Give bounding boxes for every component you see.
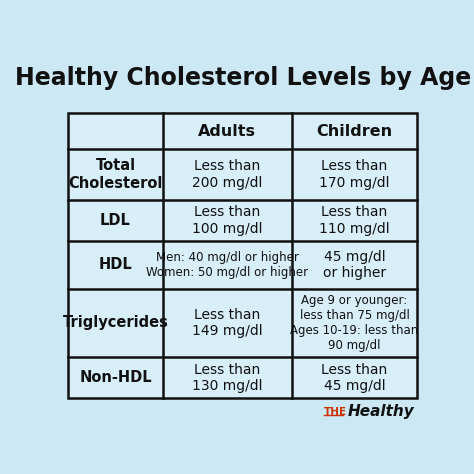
Bar	[68, 113, 418, 398]
Text: Less than
45 mg/dl: Less than 45 mg/dl	[321, 363, 388, 393]
Text: Adults: Adults	[198, 124, 256, 138]
Text: Less than
170 mg/dl: Less than 170 mg/dl	[319, 159, 390, 190]
Text: Healthy: Healthy	[347, 404, 414, 419]
Text: Triglycerides: Triglycerides	[63, 316, 168, 330]
Text: Children: Children	[317, 124, 392, 138]
Text: LDL: LDL	[100, 213, 131, 228]
Text: Total
Cholesterol: Total Cholesterol	[68, 158, 163, 191]
Text: HDL: HDL	[99, 257, 132, 272]
Text: Less than
149 mg/dl: Less than 149 mg/dl	[192, 308, 263, 338]
Text: 45 mg/dl
or higher: 45 mg/dl or higher	[323, 249, 386, 280]
Text: Healthy Cholesterol Levels by Age: Healthy Cholesterol Levels by Age	[15, 66, 471, 90]
Text: Less than
110 mg/dl: Less than 110 mg/dl	[319, 205, 390, 236]
Text: THE: THE	[324, 407, 347, 417]
Text: Non-HDL: Non-HDL	[79, 370, 152, 385]
Text: Less than
130 mg/dl: Less than 130 mg/dl	[192, 363, 263, 393]
Text: Less than
200 mg/dl: Less than 200 mg/dl	[192, 159, 263, 190]
Text: Less than
100 mg/dl: Less than 100 mg/dl	[192, 205, 263, 236]
Text: Age 9 or younger:
less than 75 mg/dl
Ages 10-19: less than
90 mg/dl: Age 9 or younger: less than 75 mg/dl Age…	[291, 294, 419, 352]
Text: Men: 40 mg/dl or higher
Women: 50 mg/dl or higher: Men: 40 mg/dl or higher Women: 50 mg/dl …	[146, 251, 308, 279]
